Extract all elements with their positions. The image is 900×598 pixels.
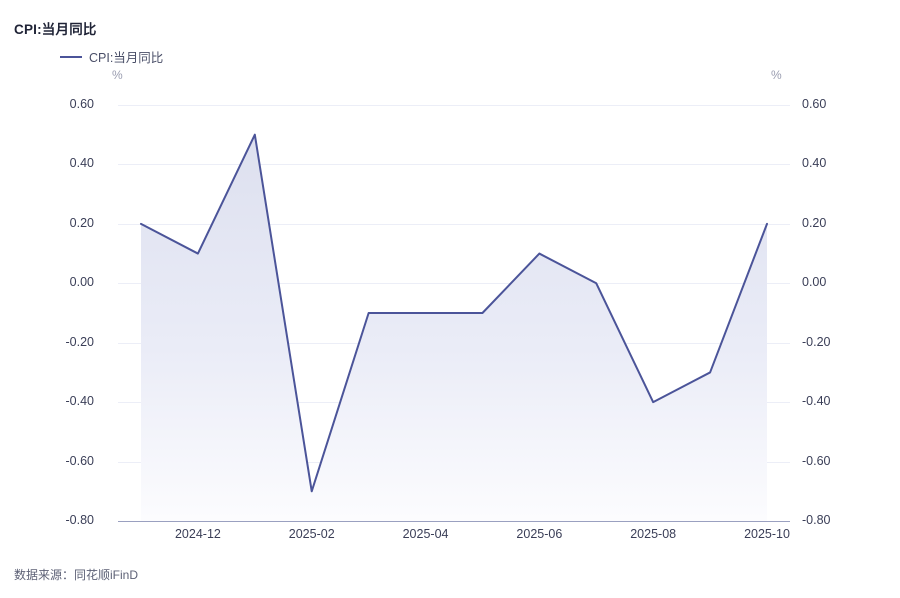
gridline xyxy=(118,105,790,106)
left-axis-unit-label: % xyxy=(112,68,123,82)
x-axis-tick-label: 2025-06 xyxy=(516,527,563,541)
right-y-axis-tick-label: 0.60 xyxy=(802,97,827,111)
left-y-axis-tick-label: -0.60 xyxy=(65,453,95,468)
left-y-axis-tick-label: 0.00 xyxy=(69,275,94,290)
legend-item-label: CPI:当月同比 xyxy=(89,51,164,65)
right-y-axis-tick-label: 0.40 xyxy=(802,156,827,171)
series-line xyxy=(140,133,768,493)
right-axis-unit-label: % xyxy=(771,68,782,82)
left-y-axis-tick-label: -0.20 xyxy=(65,334,95,349)
right-y-axis-tick-label: 0.20 xyxy=(802,215,827,230)
right-y-axis-tick-label: -0.40 xyxy=(802,394,831,409)
x-axis-tick-label: 2025-04 xyxy=(402,527,449,541)
left-y-axis-tick-label: 0.60 xyxy=(69,97,94,111)
left-y-axis-tick-label: -0.80 xyxy=(65,513,95,527)
chart-legend: CPI:当月同比 xyxy=(60,47,163,66)
page-title: CPI:当月同比 xyxy=(14,22,97,37)
gridline xyxy=(118,164,790,166)
gridline xyxy=(118,223,790,225)
x-axis-tick-label: 2025-02 xyxy=(288,527,335,541)
gridline xyxy=(118,283,790,285)
left-y-axis-tick-label: -0.40 xyxy=(65,394,95,409)
chart-svg xyxy=(140,133,768,521)
right-y-axis-tick-label: -0.60 xyxy=(802,453,831,468)
gridline xyxy=(118,521,790,522)
series-area-fill xyxy=(141,134,767,521)
x-axis-tick-label: 2025-10 xyxy=(744,527,790,541)
legend-line-swatch xyxy=(60,55,82,58)
right-y-axis-tick-label: -0.20 xyxy=(802,334,831,349)
left-y-axis-tick-label: 0.40 xyxy=(69,156,94,171)
left-y-axis-tick-label: 0.20 xyxy=(69,215,94,230)
x-axis-tick-label: 2024-12 xyxy=(174,527,221,541)
chart-plot-area xyxy=(118,105,790,521)
right-y-axis-tick-label: -0.80 xyxy=(802,513,831,527)
x-axis-tick-label: 2025-08 xyxy=(630,527,677,541)
right-y-axis-tick-label: 0.00 xyxy=(802,275,827,290)
data-source-label: 数据来源：同花顺iFinD xyxy=(14,568,139,582)
